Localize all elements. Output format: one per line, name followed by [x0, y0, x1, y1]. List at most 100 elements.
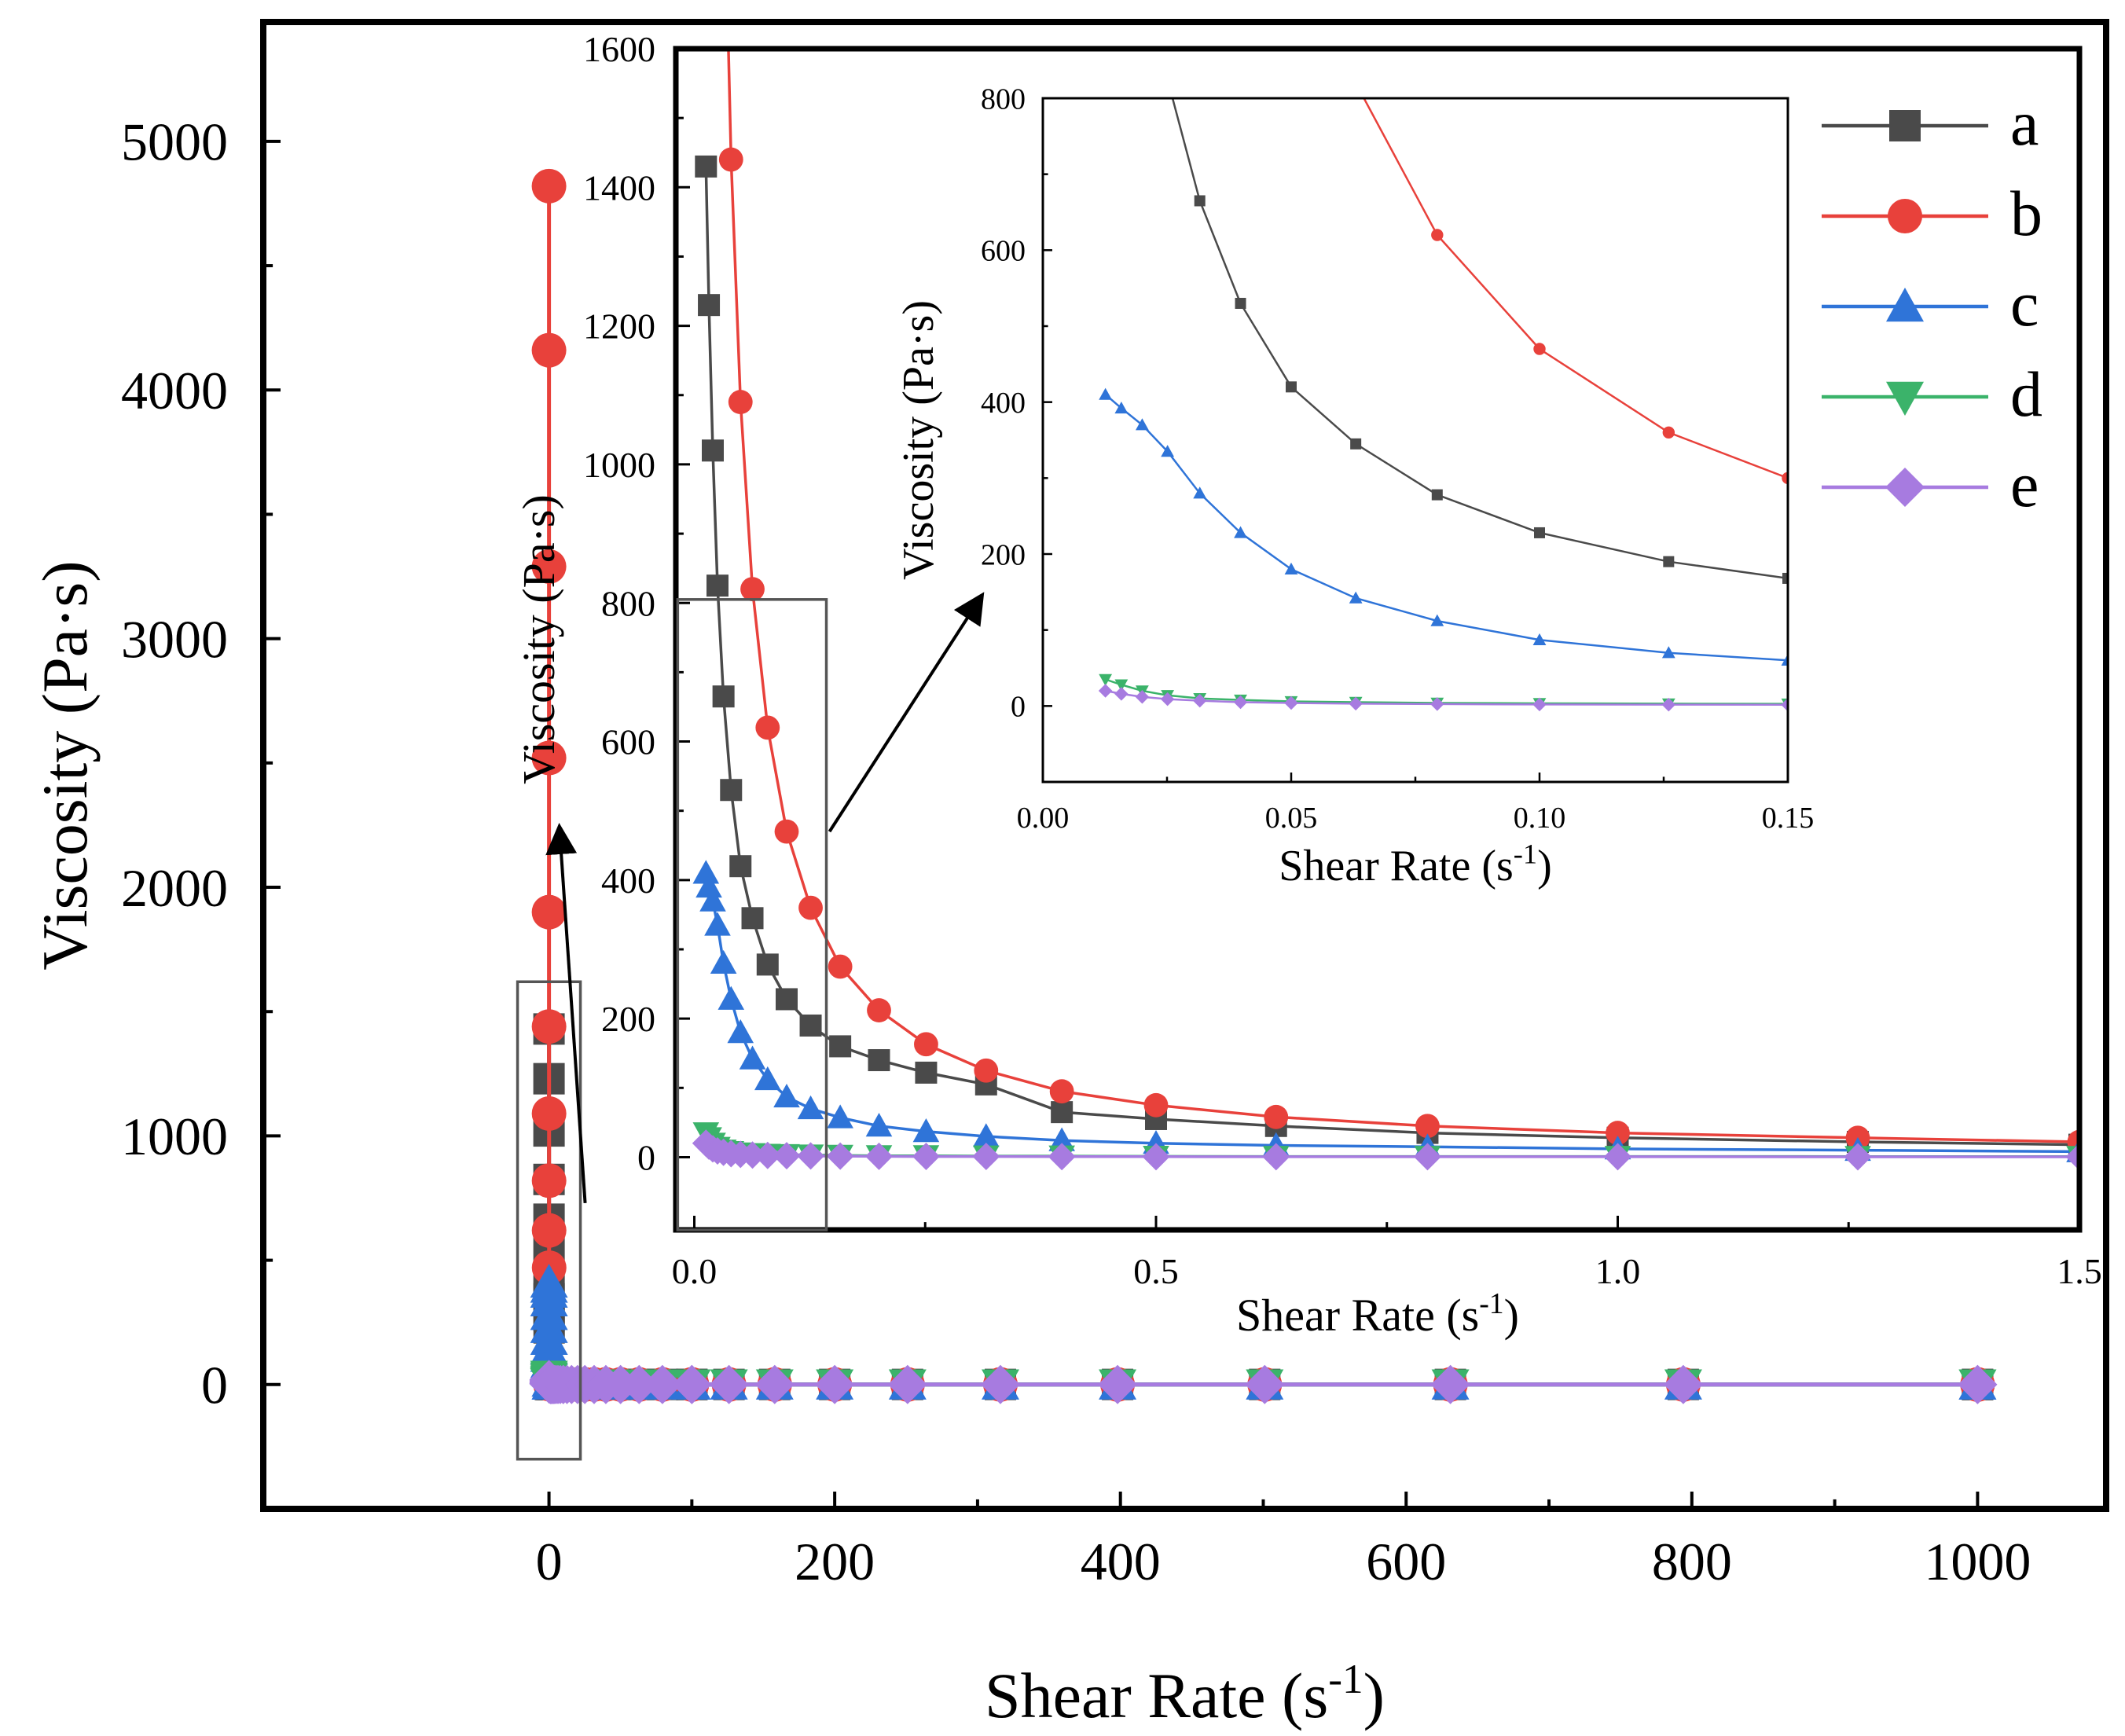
inset1-point-e [1844, 1143, 1872, 1171]
main-point-e [981, 1364, 1020, 1404]
inset1-y-axis-label: Viscosity (Pa·s) [513, 494, 564, 784]
main-y-tick-label: 5000 [121, 112, 228, 172]
zoom-box-inset [676, 598, 828, 1231]
inset2-point-c [1136, 418, 1149, 431]
inset1-point-a [1051, 1101, 1074, 1124]
main-x-tick-label: 400 [1081, 1532, 1161, 1591]
main-y-tick-label: 3000 [121, 609, 228, 669]
legend-label-e: e [2010, 449, 2039, 520]
main-point-e [1098, 1364, 1138, 1404]
inset1-point-a [720, 779, 743, 802]
inset1-point-b [755, 715, 780, 740]
inset1-y-tick-label: 0 [637, 1138, 655, 1178]
main-point-e [709, 1364, 749, 1404]
inset1-point-e [1142, 1143, 1170, 1171]
inset2-y-tick-label: 400 [981, 387, 1026, 420]
main-x-tick-label: 1000 [1924, 1532, 2031, 1591]
main-point-b [531, 549, 567, 584]
inset1-point-e [912, 1143, 940, 1171]
inset1-point-c [704, 912, 731, 936]
inset1-point-c [827, 1104, 853, 1129]
inset2-y-tick-label: 0 [1011, 691, 1026, 724]
inset1-point-b [774, 819, 799, 844]
inset2-point-e [1192, 693, 1207, 708]
inset2-y-tick-label: 800 [981, 83, 1026, 116]
legend-marker-c [1886, 288, 1924, 322]
inset2-point-a [1350, 438, 1362, 450]
inset1-point-a [695, 155, 718, 178]
inset1-point-b [798, 895, 823, 920]
inset2-x-tick-label: 0.05 [1265, 802, 1318, 835]
inset1-point-a [868, 1049, 890, 1072]
inset1-point-c [1048, 1127, 1075, 1151]
zoom-box-main [516, 980, 582, 1461]
inset2-point-c [1781, 653, 1788, 666]
inset2-point-c [1234, 526, 1247, 538]
inset1-point-a [706, 574, 729, 597]
main-point-e [672, 1364, 712, 1404]
inset1-point-c [973, 1123, 1000, 1147]
legend-label-a: a [2010, 87, 2039, 159]
inset1-point-e [797, 1142, 825, 1170]
main-point-b [531, 740, 567, 776]
main-y-tick-label: 4000 [121, 361, 228, 420]
inset2-point-b [1782, 472, 1788, 485]
inset2-point-c [1284, 562, 1298, 575]
inset2-plot-background [1043, 98, 1788, 782]
inset2-point-c [1349, 591, 1363, 604]
inset1-point-c [692, 860, 720, 884]
legend-label-d: d [2010, 358, 2042, 430]
main-point-b [531, 1163, 567, 1198]
inset1-x-tick-label: 0.0 [672, 1251, 718, 1291]
zoom-annotations [516, 592, 985, 1461]
inset2-point-c [1430, 614, 1444, 626]
main-point-e [1245, 1364, 1285, 1404]
inset1-point-a [698, 294, 721, 317]
inset2-point-e [1098, 684, 1113, 698]
inset2-point-a [1286, 381, 1297, 393]
inset1-plot-frame [673, 46, 2083, 1233]
inset1-y-tick-label: 200 [601, 999, 655, 1039]
inset1-point-e [739, 1141, 767, 1169]
inset1-point-c [718, 985, 745, 1010]
inset2-point-c [1193, 486, 1207, 499]
main-point-e [642, 1364, 682, 1404]
legend-marker-b [1888, 199, 1922, 233]
inset1-x-tick-label: 1.5 [2057, 1251, 2102, 1291]
main-point-b [531, 332, 567, 368]
inset1-y-tick-label: 600 [601, 722, 655, 762]
inset1-point-a [702, 439, 724, 462]
inset2-point-a [1194, 195, 1206, 207]
main-y-tick-label: 2000 [121, 858, 228, 918]
inset2-point-c [1114, 402, 1129, 414]
inset2-y-tick-label: 200 [981, 538, 1026, 571]
inset1-point-c [912, 1118, 940, 1143]
inset2-point-e [1233, 695, 1248, 710]
inset2-point-e [1661, 697, 1676, 712]
inset1-y-tick-label: 1600 [583, 29, 655, 69]
inset1-point-c [710, 949, 737, 974]
inset1-point-c [727, 1018, 754, 1044]
main-x-tick-label: 200 [795, 1532, 875, 1591]
zoom-arrow-inset [828, 592, 985, 833]
inset1-point-b [1606, 1121, 1630, 1145]
inset2-x-tick-label: 0.15 [1762, 802, 1815, 835]
main-point-e [887, 1364, 927, 1404]
inset2-point-b [1533, 343, 1546, 355]
inset1-point-e [1413, 1143, 1441, 1171]
legend-marker-d [1886, 381, 1924, 416]
inset1-x-tick-label: 0.5 [1133, 1251, 1179, 1291]
inset1-point-b [867, 998, 891, 1022]
inset2-x-axis-label: Shear Rate (s-1) [1279, 839, 1552, 890]
inset1-point-e [1262, 1143, 1290, 1171]
inset1-y-tick-label: 800 [601, 583, 655, 623]
inset2-point-e [1114, 687, 1129, 701]
inset1-point-b [740, 577, 765, 601]
inset2-point-c [1661, 646, 1675, 659]
main-point-e [815, 1364, 855, 1404]
inset2-x-tick-label: 0.10 [1514, 802, 1566, 835]
inset2-point-a [1782, 572, 1788, 584]
inset2-point-e [1160, 692, 1175, 707]
inset2-y-axis-label: Viscosity (Pa·s) [894, 300, 943, 580]
inset1-point-b [1049, 1079, 1074, 1104]
